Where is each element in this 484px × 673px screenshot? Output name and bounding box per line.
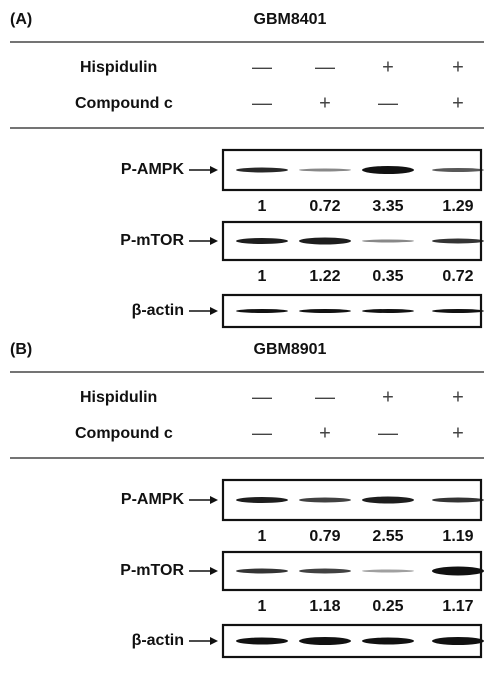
band: [432, 637, 484, 645]
band: [362, 497, 414, 504]
band: [299, 637, 351, 645]
treatment-sign: —: [252, 92, 272, 114]
band: [432, 168, 484, 172]
band: [299, 498, 351, 503]
arrow-head: [210, 307, 218, 315]
quantification: 1.22: [309, 268, 340, 285]
treatment-sign: —: [378, 422, 398, 444]
treatment-sign: —: [252, 56, 272, 78]
band: [362, 638, 414, 645]
band: [432, 498, 484, 503]
arrow-head: [210, 496, 218, 504]
quantification: 0.35: [372, 268, 403, 285]
panel-label: (B): [10, 341, 32, 358]
quantification: 1: [258, 598, 267, 615]
blot-label: β-actin: [132, 632, 184, 649]
treatment-sign: +: [452, 386, 464, 408]
treatment-name: Compound c: [75, 425, 173, 442]
blot-label: P-mTOR: [120, 562, 184, 579]
quantification: 1.29: [442, 198, 473, 215]
band: [299, 238, 351, 245]
treatment-sign: +: [452, 92, 464, 114]
quantification: 1: [258, 528, 267, 545]
band: [362, 166, 414, 174]
quantification: 0.72: [442, 268, 473, 285]
treatment-name: Hispidulin: [80, 389, 157, 406]
arrow-head: [210, 237, 218, 245]
quantification: 3.35: [372, 198, 403, 215]
arrow-head: [210, 637, 218, 645]
band: [236, 497, 288, 503]
quantification: 1.17: [442, 598, 473, 615]
band: [236, 238, 288, 244]
quantification: 1.18: [309, 598, 340, 615]
treatment-sign: +: [382, 386, 394, 408]
band: [362, 240, 414, 243]
quantification: 1: [258, 268, 267, 285]
blot-label: P-AMPK: [121, 491, 185, 508]
treatment-sign: —: [315, 56, 335, 78]
band: [299, 169, 351, 172]
treatment-sign: +: [452, 422, 464, 444]
band: [432, 239, 484, 244]
treatment-sign: —: [378, 92, 398, 114]
quantification: 1.19: [442, 528, 473, 545]
quantification: 0.25: [372, 598, 403, 615]
treatment-sign: +: [319, 92, 331, 114]
band: [362, 570, 414, 573]
band: [236, 309, 288, 313]
treatment-name: Hispidulin: [80, 59, 157, 76]
blot-label: β-actin: [132, 302, 184, 319]
treatment-sign: —: [315, 386, 335, 408]
band: [236, 168, 288, 173]
band: [299, 309, 351, 313]
arrow-head: [210, 567, 218, 575]
quantification: 0.79: [309, 528, 340, 545]
cell-line: GBM8401: [254, 11, 327, 28]
treatment-name: Compound c: [75, 95, 173, 112]
treatment-sign: +: [382, 56, 394, 78]
page: {"panels": [ {"label": "(A)", "cell_line…: [0, 0, 484, 673]
band: [362, 309, 414, 313]
band: [432, 567, 484, 576]
quantification: 1: [258, 198, 267, 215]
quantification: 2.55: [372, 528, 403, 545]
band: [236, 569, 288, 574]
band: [432, 309, 484, 313]
treatment-sign: +: [452, 56, 464, 78]
treatment-sign: —: [252, 386, 272, 408]
treatment-sign: +: [319, 422, 331, 444]
blot-label: P-AMPK: [121, 161, 185, 178]
panel-label: (A): [10, 11, 32, 28]
treatment-sign: —: [252, 422, 272, 444]
band: [299, 569, 351, 574]
band: [236, 638, 288, 645]
blot-label: P-mTOR: [120, 232, 184, 249]
quantification: 0.72: [309, 198, 340, 215]
arrow-head: [210, 166, 218, 174]
figure: (A) GBM8401 Hispidulin — — + + Compound c — + — + P-…: [0, 0, 484, 673]
cell-line: GBM8901: [254, 341, 327, 358]
